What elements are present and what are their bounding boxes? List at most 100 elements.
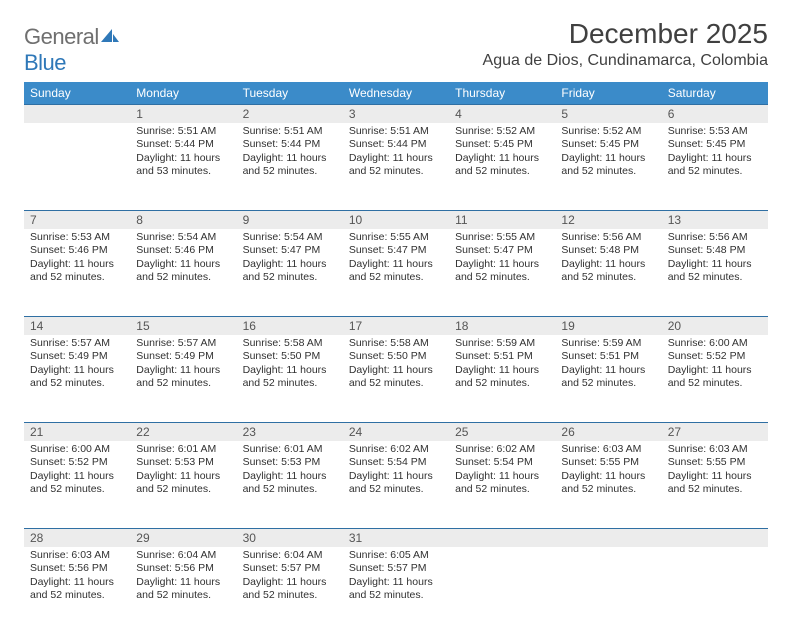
day-number-row: 123456: [24, 105, 768, 123]
day-cell-content: Sunrise: 5:55 AMSunset: 5:47 PMDaylight:…: [343, 229, 449, 290]
calendar-table: SundayMondayTuesdayWednesdayThursdayFrid…: [24, 82, 768, 635]
day-cell: Sunrise: 5:57 AMSunset: 5:49 PMDaylight:…: [24, 335, 130, 423]
day-cell-content: Sunrise: 5:54 AMSunset: 5:46 PMDaylight:…: [130, 229, 236, 290]
day-number: 9: [237, 211, 343, 229]
day-cell-content: Sunrise: 5:55 AMSunset: 5:47 PMDaylight:…: [449, 229, 555, 290]
day-cell-content: Sunrise: 5:51 AMSunset: 5:44 PMDaylight:…: [130, 123, 236, 184]
day-line: Daylight: 11 hours and 52 minutes.: [561, 152, 655, 179]
day-cell: Sunrise: 5:55 AMSunset: 5:47 PMDaylight:…: [343, 229, 449, 317]
day-cell: [449, 547, 555, 635]
day-line: Sunset: 5:46 PM: [136, 244, 230, 258]
day-cell-content: Sunrise: 5:52 AMSunset: 5:45 PMDaylight:…: [555, 123, 661, 184]
day-number: [24, 105, 130, 123]
day-number: 16: [237, 317, 343, 335]
day-line: Sunrise: 5:58 AM: [243, 337, 337, 351]
day-number: 29: [130, 529, 236, 547]
day-number: 24: [343, 423, 449, 441]
day-cell-content: [24, 123, 130, 129]
day-line: Daylight: 11 hours and 52 minutes.: [455, 470, 549, 497]
day-line: Sunrise: 5:52 AM: [561, 125, 655, 139]
day-number: 3: [343, 105, 449, 123]
day-cell-content: Sunrise: 5:57 AMSunset: 5:49 PMDaylight:…: [24, 335, 130, 396]
day-cell-content: Sunrise: 6:04 AMSunset: 5:57 PMDaylight:…: [237, 547, 343, 608]
day-line: Daylight: 11 hours and 52 minutes.: [561, 258, 655, 285]
day-line: Daylight: 11 hours and 52 minutes.: [30, 364, 124, 391]
weekday-header: Thursday: [449, 82, 555, 105]
logo-text: GeneralBlue: [24, 24, 119, 76]
day-cell: Sunrise: 6:02 AMSunset: 5:54 PMDaylight:…: [343, 441, 449, 529]
day-line: Sunset: 5:45 PM: [561, 138, 655, 152]
day-number: 25: [449, 423, 555, 441]
day-line: Sunrise: 5:59 AM: [561, 337, 655, 351]
day-cell: Sunrise: 6:04 AMSunset: 5:57 PMDaylight:…: [237, 547, 343, 635]
day-cell: Sunrise: 6:05 AMSunset: 5:57 PMDaylight:…: [343, 547, 449, 635]
day-line: Daylight: 11 hours and 52 minutes.: [30, 258, 124, 285]
weekday-header: Monday: [130, 82, 236, 105]
day-cell: Sunrise: 6:01 AMSunset: 5:53 PMDaylight:…: [237, 441, 343, 529]
day-line: Sunrise: 5:56 AM: [561, 231, 655, 245]
day-line: Sunrise: 5:51 AM: [136, 125, 230, 139]
day-line: Sunset: 5:47 PM: [349, 244, 443, 258]
day-cell-content: Sunrise: 6:01 AMSunset: 5:53 PMDaylight:…: [237, 441, 343, 502]
day-number: 17: [343, 317, 449, 335]
day-number: 8: [130, 211, 236, 229]
day-line: Sunset: 5:47 PM: [455, 244, 549, 258]
logo: GeneralBlue: [24, 18, 119, 76]
day-line: Sunrise: 6:01 AM: [136, 443, 230, 457]
day-line: Daylight: 11 hours and 52 minutes.: [136, 576, 230, 603]
day-cell-content: Sunrise: 6:02 AMSunset: 5:54 PMDaylight:…: [449, 441, 555, 502]
day-number: 14: [24, 317, 130, 335]
day-cell: Sunrise: 5:59 AMSunset: 5:51 PMDaylight:…: [555, 335, 661, 423]
day-line: Daylight: 11 hours and 52 minutes.: [243, 152, 337, 179]
day-line: Daylight: 11 hours and 52 minutes.: [668, 152, 762, 179]
day-line: Daylight: 11 hours and 52 minutes.: [30, 470, 124, 497]
day-line: Daylight: 11 hours and 52 minutes.: [349, 470, 443, 497]
day-cell-content: Sunrise: 5:59 AMSunset: 5:51 PMDaylight:…: [555, 335, 661, 396]
day-number: 23: [237, 423, 343, 441]
day-cell: Sunrise: 6:02 AMSunset: 5:54 PMDaylight:…: [449, 441, 555, 529]
day-line: Daylight: 11 hours and 52 minutes.: [243, 364, 337, 391]
day-line: Sunset: 5:53 PM: [136, 456, 230, 470]
day-line: Sunset: 5:51 PM: [455, 350, 549, 364]
day-line: Daylight: 11 hours and 52 minutes.: [668, 470, 762, 497]
day-content-row: Sunrise: 6:00 AMSunset: 5:52 PMDaylight:…: [24, 441, 768, 529]
day-line: Sunset: 5:54 PM: [455, 456, 549, 470]
day-line: Sunrise: 5:57 AM: [30, 337, 124, 351]
day-line: Daylight: 11 hours and 52 minutes.: [561, 470, 655, 497]
day-cell: Sunrise: 5:57 AMSunset: 5:49 PMDaylight:…: [130, 335, 236, 423]
day-line: Sunset: 5:44 PM: [349, 138, 443, 152]
day-line: Daylight: 11 hours and 52 minutes.: [561, 364, 655, 391]
day-cell-content: Sunrise: 6:03 AMSunset: 5:55 PMDaylight:…: [662, 441, 768, 502]
day-line: Sunrise: 6:02 AM: [349, 443, 443, 457]
day-line: Sunrise: 5:54 AM: [136, 231, 230, 245]
day-line: Daylight: 11 hours and 52 minutes.: [136, 470, 230, 497]
day-line: Sunrise: 5:51 AM: [243, 125, 337, 139]
logo-sail-icon: [101, 24, 119, 50]
day-cell-content: [555, 547, 661, 553]
day-cell-content: Sunrise: 6:05 AMSunset: 5:57 PMDaylight:…: [343, 547, 449, 608]
day-line: Sunset: 5:49 PM: [136, 350, 230, 364]
day-cell: [555, 547, 661, 635]
day-line: Daylight: 11 hours and 52 minutes.: [455, 258, 549, 285]
day-cell-content: Sunrise: 6:01 AMSunset: 5:53 PMDaylight:…: [130, 441, 236, 502]
day-line: Daylight: 11 hours and 52 minutes.: [243, 258, 337, 285]
logo-part1: General: [24, 24, 99, 49]
day-cell-content: Sunrise: 5:51 AMSunset: 5:44 PMDaylight:…: [237, 123, 343, 184]
day-cell: Sunrise: 6:00 AMSunset: 5:52 PMDaylight:…: [662, 335, 768, 423]
day-cell-content: [662, 547, 768, 553]
header: GeneralBlue December 2025 Agua de Dios, …: [24, 18, 768, 76]
day-line: Daylight: 11 hours and 52 minutes.: [349, 152, 443, 179]
day-line: Sunset: 5:45 PM: [668, 138, 762, 152]
day-cell-content: Sunrise: 5:53 AMSunset: 5:45 PMDaylight:…: [662, 123, 768, 184]
day-line: Daylight: 11 hours and 52 minutes.: [136, 258, 230, 285]
day-line: Sunrise: 5:53 AM: [30, 231, 124, 245]
day-number: 19: [555, 317, 661, 335]
day-line: Sunrise: 6:02 AM: [455, 443, 549, 457]
day-line: Sunrise: 5:51 AM: [349, 125, 443, 139]
day-number: 6: [662, 105, 768, 123]
calendar-page: GeneralBlue December 2025 Agua de Dios, …: [0, 0, 792, 635]
day-cell: Sunrise: 5:55 AMSunset: 5:47 PMDaylight:…: [449, 229, 555, 317]
day-number: 15: [130, 317, 236, 335]
weekday-header: Saturday: [662, 82, 768, 105]
day-line: Sunset: 5:53 PM: [243, 456, 337, 470]
